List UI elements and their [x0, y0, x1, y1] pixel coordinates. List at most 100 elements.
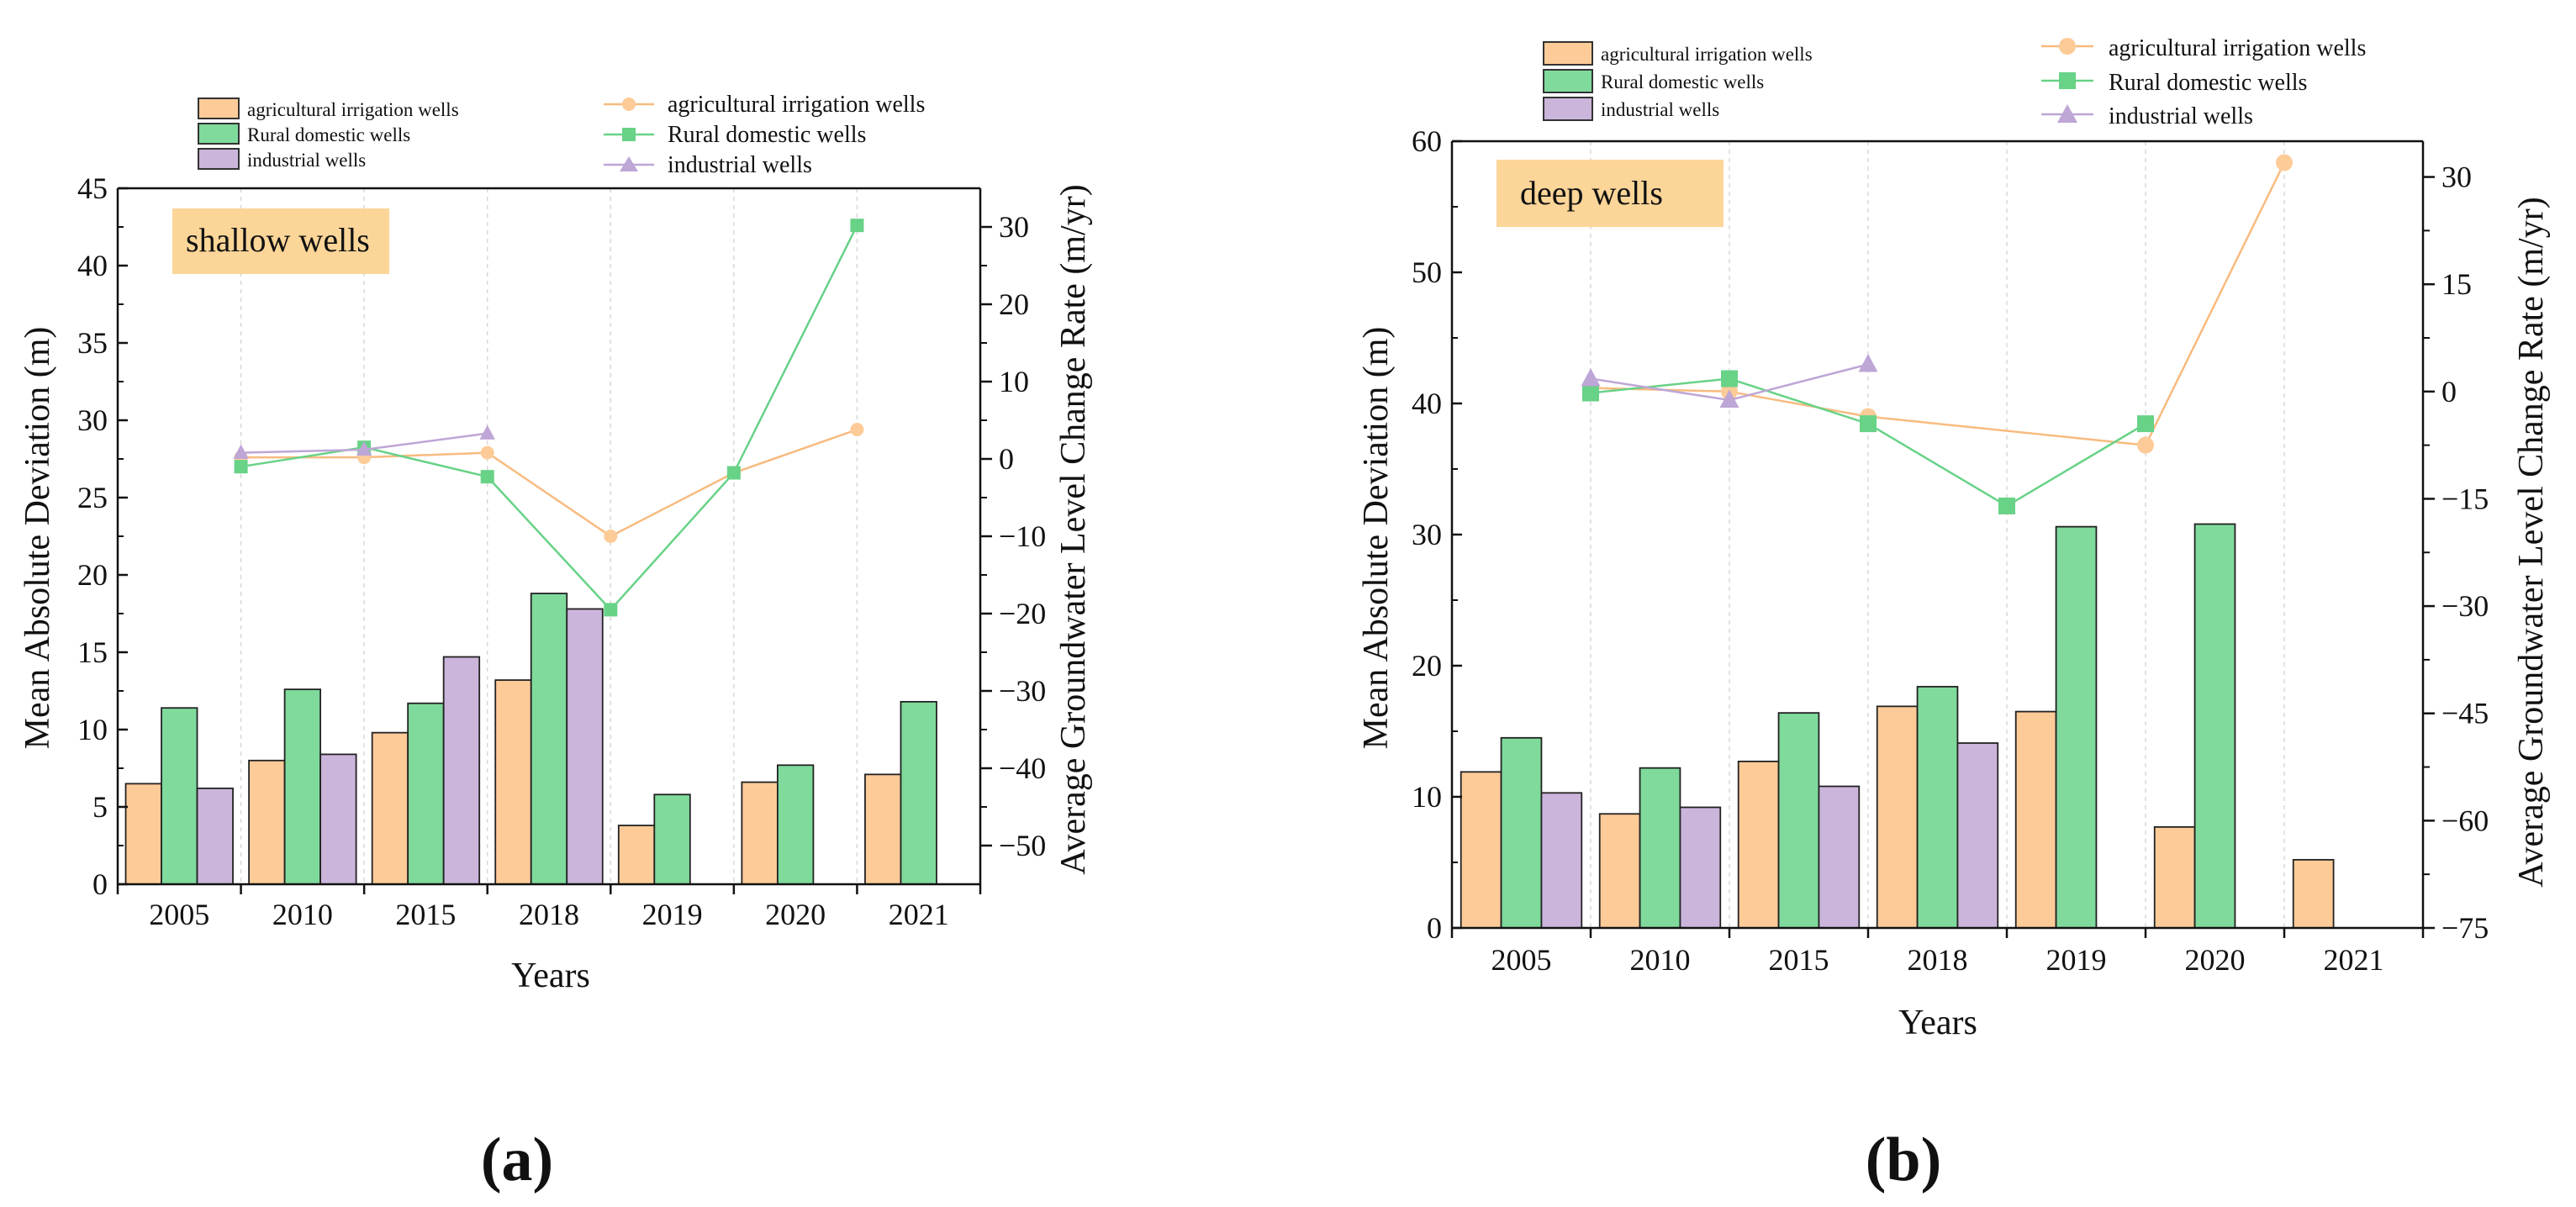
panel-b-point-agri [2137, 436, 2154, 454]
panel-b-y2label: Average Groundwater Level Change Rate (m… [2512, 197, 2551, 887]
legend-bar-rural-label: Rural domestic wells [1601, 71, 1764, 92]
legend-bar-rural-label: Rural domestic wells [247, 124, 410, 145]
panel-b-tag: (b) [1866, 1125, 1941, 1194]
panel-b-gridlines [1590, 141, 2285, 928]
panel-a-y2tick-label: −10 [999, 519, 1046, 553]
panel-a-ytick-label: 5 [92, 790, 108, 824]
legend-line-agri-marker [2059, 38, 2076, 55]
panel-a-bar-agri-2021 [864, 773, 902, 885]
panel-a-title-box [172, 208, 389, 274]
panel-a-tag: (a) [481, 1125, 553, 1194]
panel-a-title: shallow wells [186, 221, 370, 259]
panel-a-legend-lines: agricultural irrigation wells Rural dome… [604, 92, 925, 178]
panel-a-point-industrial [233, 444, 249, 459]
panel-a-point-rural [726, 466, 741, 480]
panel-b-ytick-label: 0 [1427, 911, 1442, 945]
panel-a-point-rural [480, 470, 494, 484]
panel-b-ylabel: Mean Absolute Deviation (m) [1357, 327, 1396, 750]
panel-b-bar-agri-2021 [2292, 858, 2335, 929]
legend-line-agri-marker [622, 98, 636, 111]
panel-a-y2tick-label: −30 [999, 674, 1046, 708]
panel-b-point-rural [1582, 384, 1599, 402]
panel-b-xlabel: Years [1898, 1004, 1977, 1042]
panel-b-point-industrial [1719, 389, 1739, 408]
panel-b-bar-agri-2005 [1460, 771, 1502, 929]
panel-a-bar-agri-2020 [741, 781, 779, 885]
panel-a-y2tick-label: 10 [999, 365, 1029, 398]
panel-a-bar-industrial-2015 [442, 656, 481, 885]
panel-a-ytick-label: 0 [92, 867, 108, 901]
panel-a-point-industrial [356, 440, 372, 456]
legend-line-agri-label: agricultural irrigation wells [2109, 35, 2366, 61]
panel-b-xtick-label: 2010 [1630, 943, 1691, 977]
panel-a-background [0, 0, 1160, 1042]
panel-b-bar-agri-2019 [2014, 710, 2057, 929]
panel-b-y2tick-label: −75 [2441, 911, 2489, 945]
panel-a-point-rural [850, 219, 864, 233]
panel-b-point-rural [1998, 497, 2015, 514]
panel-b-bar-agri-2010 [1598, 813, 1641, 929]
legend-bar-industrial-label: industrial wells [247, 150, 366, 171]
panel-b-point-industrial [1858, 353, 1878, 372]
legend-bar-agri-label: agricultural irrigation wells [1601, 44, 1813, 65]
panel-b-bar-rural-2019 [2055, 525, 2098, 929]
legend-bar-agri-swatch [198, 98, 240, 119]
panel-a-y2tick-label: 20 [999, 287, 1029, 321]
panel-a-bars [124, 593, 937, 885]
panel-a-y2tick-label: −40 [999, 751, 1046, 785]
panel-b-bar-agri-2015 [1737, 760, 1780, 929]
legend-line-rural-label: Rural domestic wells [2109, 70, 2307, 96]
panel-a-bar-rural-2020 [776, 764, 815, 885]
panel-b-bar-agri-2018 [1876, 705, 1919, 929]
panel-b-bar-rural-2015 [1777, 712, 1820, 929]
panel-a-bar-rural-2005 [161, 707, 198, 885]
panel-b: agricultural irrigation wells Rural dome… [1357, 35, 2551, 1194]
panel-a-bar-rural-2010 [283, 688, 322, 885]
panel-b-bar-industrial-2018 [1956, 742, 1999, 929]
legend-line-industrial-label: industrial wells [668, 152, 812, 178]
panel-b-legend-bars: agricultural irrigation wells Rural dome… [1543, 41, 1813, 121]
panel-a-bar-agri-2018 [494, 679, 532, 885]
panel-b-bar-rural-2005 [1500, 736, 1543, 929]
panel-a-bar-rural-2021 [900, 700, 937, 885]
legend-line-industrial-label: industrial wells [2109, 103, 2253, 129]
panel-b-xtick-label: 2020 [2185, 943, 2246, 977]
panel-a-y2tick-label: −20 [999, 597, 1046, 630]
panel-b-axes: 0 10 20 30 40 50 60 −75 −60 −45 −30 −15 0 15 30 2005 201… [1412, 124, 2489, 977]
panel-a-y2tick-label: 30 [999, 210, 1029, 244]
panel-b-ytick-label: 30 [1412, 518, 1442, 551]
panel-a-bar-rural-2015 [407, 702, 445, 885]
legend-bar-rural-swatch [1543, 69, 1593, 93]
panel-b-bar-industrial-2005 [1540, 792, 1583, 929]
panel-a-xtick-label: 2015 [395, 898, 456, 931]
panel-b-title: deep wells [1520, 174, 1663, 212]
panel-a-ytick-label: 45 [77, 171, 108, 205]
panel-b-bar-rural-2018 [1916, 686, 1959, 929]
panel-a-axes: 0 5 10 15 20 25 30 35 40 45 −50 −40 −30 −20 −10 0 10 20 30… [77, 171, 1046, 931]
panel-a-ytick-label: 30 [77, 403, 108, 437]
legend-line-industrial-marker [2057, 104, 2077, 123]
panel-a-point-industrial [479, 424, 495, 440]
panel-b-y2tick-label: −45 [2441, 697, 2489, 730]
panel-b-xtick-label: 2019 [2046, 943, 2107, 977]
legend-line-industrial-marker [620, 156, 638, 171]
panel-a-point-rural [234, 460, 248, 474]
legend-bar-agri-label: agricultural irrigation wells [247, 99, 459, 120]
legend-line-agri-label: agricultural irrigation wells [668, 92, 925, 118]
legend-bar-industrial-swatch [198, 148, 240, 170]
panel-b-ytick-label: 60 [1412, 124, 1442, 158]
panel-a: agricultural irrigation wells Rural dome… [18, 92, 1093, 1194]
panel-a-legend-bars: agricultural irrigation wells Rural dome… [198, 98, 459, 171]
panel-a-bar-industrial-2005 [196, 788, 234, 885]
panel-b-bar-rural-2010 [1639, 767, 1681, 929]
panel-a-xtick-label: 2021 [889, 898, 949, 931]
panel-b-xtick-label: 2018 [1908, 943, 1968, 977]
panel-b-point-rural [1860, 415, 1877, 433]
panel-a-xtick-label: 2010 [272, 898, 333, 931]
panel-b-y2tick-label: 30 [2441, 161, 2472, 194]
panel-b-xtick-label: 2015 [1769, 943, 1829, 977]
legend-line-rural-label: Rural domestic wells [668, 122, 866, 148]
panel-a-bar-industrial-2010 [319, 753, 357, 885]
panel-a-ytick-label: 25 [77, 481, 108, 514]
panel-b-xtick-label: 2005 [1491, 943, 1552, 977]
